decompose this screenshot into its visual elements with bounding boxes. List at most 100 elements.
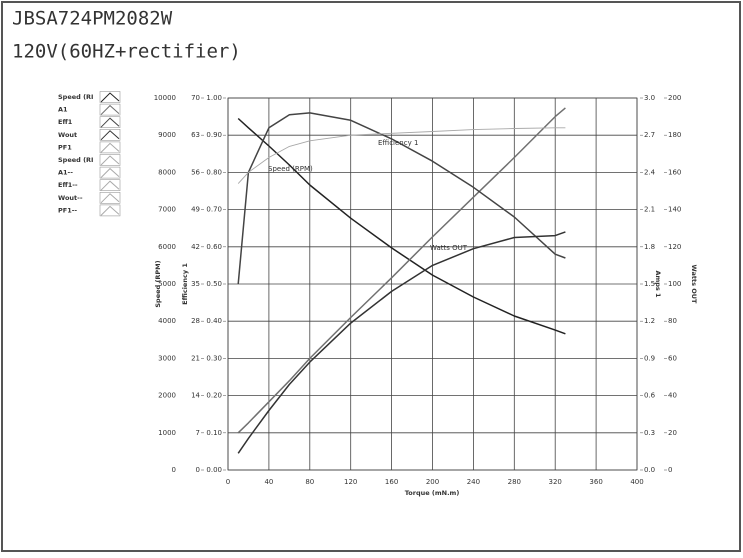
- legend-label: Wout--: [58, 194, 83, 202]
- y-tick-label: 8000: [158, 168, 176, 176]
- y-tick-label: 3.0: [644, 94, 655, 102]
- series-line: [237, 107, 566, 434]
- y-axis-title: Amps 1: [654, 270, 662, 298]
- legend-swatch: [99, 179, 121, 191]
- curve-label: Speed (RPM): [268, 165, 313, 173]
- legend-icon: [100, 205, 120, 216]
- y-tick-label: 7: [196, 429, 200, 437]
- legend-label: Speed (RI: [58, 156, 93, 164]
- y-tick-label: 0: [668, 466, 672, 474]
- legend-icon: [100, 142, 120, 153]
- y-tick-label: 7000: [158, 206, 176, 214]
- x-tick-label: 160: [385, 478, 398, 486]
- legend-icon: [100, 180, 120, 191]
- y-tick-label: 1.00: [206, 94, 222, 102]
- y-tick-label: 140: [668, 206, 681, 214]
- legend-icon: [100, 167, 120, 178]
- legend-label: PF1: [58, 143, 72, 151]
- legend-label: A1: [58, 106, 68, 114]
- y-tick-label: 2.7: [644, 131, 655, 139]
- y-tick-label: 40: [668, 392, 677, 400]
- x-tick-label: 240: [467, 478, 480, 486]
- y-tick-label: 0.50: [206, 280, 222, 288]
- x-tick-label: 40: [264, 478, 273, 486]
- y-tick-label: 21: [191, 354, 200, 362]
- curve-label: Efficiency 1: [378, 139, 418, 147]
- series-line: [237, 117, 566, 335]
- legend-label: A1--: [58, 169, 73, 177]
- legend-icon: [100, 117, 120, 128]
- x-tick-label: 0: [226, 478, 230, 486]
- y-tick-label: 0.6: [644, 392, 656, 400]
- y-axis-title: Efficiency 1: [181, 263, 189, 305]
- y-tick-label: 0: [196, 466, 200, 474]
- y-tick-label: 1.5: [644, 280, 655, 288]
- legend-swatch: [99, 141, 121, 154]
- y-tick-label: 0.00: [206, 466, 222, 474]
- y-tick-label: 0.40: [206, 317, 222, 325]
- x-axis-title: Torque (mN.m): [405, 489, 460, 497]
- x-tick-label: 400: [630, 478, 643, 486]
- y-tick-label: 0.10: [206, 429, 222, 437]
- y-tick-label: 9000: [158, 131, 176, 139]
- title: JBSA724PM2082W: [12, 8, 173, 30]
- x-tick-label: 280: [508, 478, 521, 486]
- legend-swatch: [99, 116, 121, 128]
- y-tick-label: 1.8: [644, 243, 655, 251]
- series-line: [237, 231, 566, 454]
- subtitle: 120V(60HZ+rectifier): [12, 41, 241, 63]
- legend-swatch: [99, 192, 121, 204]
- y-tick-label: 0.9: [644, 354, 655, 362]
- legend-icon: [100, 104, 120, 115]
- legend-icon: [100, 92, 120, 103]
- y-tick-label: 0.0: [644, 466, 655, 474]
- legend-label: Eff1--: [58, 181, 78, 189]
- y-tick-label: 1.2: [644, 317, 655, 325]
- y-tick-label: 0.80: [206, 168, 222, 176]
- y-tick-label: 56: [191, 168, 200, 176]
- curve-label: Watts OUT: [430, 244, 468, 252]
- legend-label: Speed (RI: [58, 93, 93, 101]
- x-tick-label: 80: [305, 478, 314, 486]
- y-tick-label: 2.1: [644, 206, 655, 214]
- y-axis-title: Speed (RPM): [154, 260, 162, 307]
- y-tick-label: 70: [191, 94, 200, 102]
- series-line: [237, 112, 566, 285]
- legend-swatch: [99, 166, 121, 179]
- legend-label: Eff1: [58, 118, 73, 126]
- y-tick-label: 63: [191, 131, 200, 139]
- legend-swatch: [99, 154, 121, 166]
- x-tick-label: 320: [549, 478, 562, 486]
- legend-label: PF1--: [58, 206, 77, 214]
- y-tick-label: 0.90: [206, 131, 222, 139]
- y-tick-label: 10000: [154, 94, 176, 102]
- y-tick-label: 20: [668, 429, 677, 437]
- legend-icon: [100, 193, 120, 204]
- y-tick-label: 14: [191, 392, 200, 400]
- y-tick-label: 120: [668, 243, 681, 251]
- series-line: [237, 127, 566, 184]
- legend-swatch: [99, 204, 121, 217]
- y-tick-label: 49: [191, 206, 200, 214]
- y-tick-label: 200: [668, 94, 681, 102]
- legend-swatch: [99, 103, 121, 116]
- legend-swatch: [99, 91, 121, 103]
- y-tick-label: 42: [191, 243, 200, 251]
- y-tick-label: 2.4: [644, 168, 656, 176]
- y-tick-label: 6000: [158, 243, 176, 251]
- y-tick-label: 35: [191, 280, 200, 288]
- legend-swatch: [99, 129, 121, 141]
- y-tick-label: 60: [668, 354, 677, 362]
- y-tick-label: 0.70: [206, 206, 222, 214]
- x-tick-label: 120: [344, 478, 357, 486]
- x-tick-label: 200: [426, 478, 439, 486]
- legend-label: Wout: [58, 131, 77, 139]
- legend-icon: [100, 130, 120, 141]
- y-tick-label: 28: [191, 317, 200, 325]
- y-tick-label: 2000: [158, 392, 176, 400]
- y-tick-label: 5000: [158, 280, 176, 288]
- y-axis-title: Watts OUT: [690, 265, 698, 304]
- y-tick-label: 1000: [158, 429, 176, 437]
